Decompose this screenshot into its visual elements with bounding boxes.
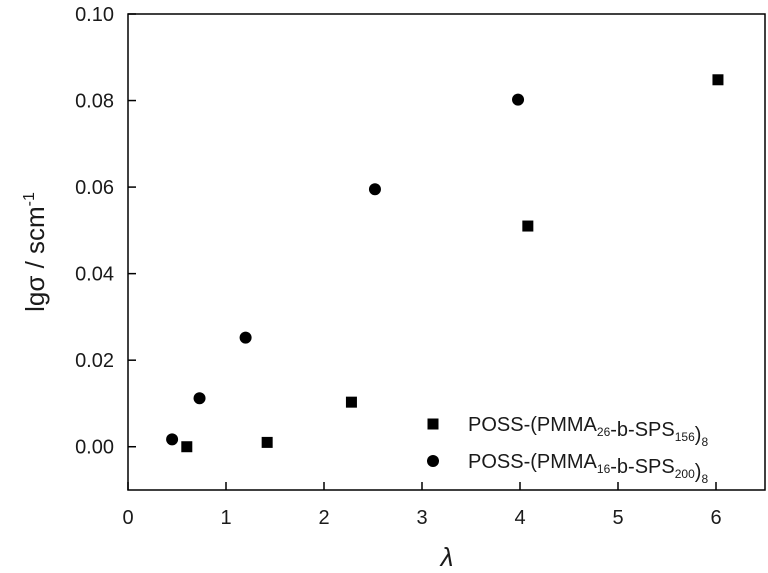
y-axis-title-text: lgσ / scm (20, 206, 50, 312)
y-tick-label: 0.10 (75, 4, 114, 26)
y-tick-label: 0.08 (75, 91, 114, 113)
square-data-point (181, 441, 193, 453)
square-data-point (345, 396, 357, 408)
square-data-point (261, 436, 273, 448)
y-tick-label: 0.00 (75, 437, 114, 459)
x-tick-label: 3 (416, 507, 427, 529)
x-tick-label: 1 (220, 507, 231, 529)
x-tick-label: 5 (612, 507, 623, 529)
circle-data-point (368, 183, 381, 196)
y-tick-label: 0.06 (75, 177, 114, 199)
x-tick-label: 2 (318, 507, 329, 529)
y-axis-title: lgσ / scm-1 (20, 192, 50, 312)
x-tick-label: 0 (122, 507, 133, 529)
data-points (166, 74, 724, 453)
legend-label: POSS-(PMMA26-b-SPS156)8 (468, 414, 708, 449)
plot-frame (127, 13, 766, 491)
circle-data-point (512, 93, 525, 106)
circle-data-point (239, 331, 252, 344)
legend: POSS-(PMMA26-b-SPS156)8POSS-(PMMA16-b-SP… (427, 414, 708, 486)
circle-data-point (166, 433, 179, 446)
x-axis-title: λ (439, 542, 454, 572)
circle-data-point (193, 392, 206, 405)
legend-label: POSS-(PMMA16-b-SPS200)8 (468, 451, 708, 486)
y-axis-title-superscript: -1 (21, 192, 38, 206)
x-tick-label: 6 (710, 507, 721, 529)
square-data-point (522, 220, 534, 232)
legend-square-marker (427, 418, 439, 430)
y-tick-label: 0.04 (75, 264, 114, 286)
square-data-point (712, 74, 724, 86)
y-axis-ticks: 0.00 0.02 0.04 0.06 0.08 0.10 (75, 4, 136, 459)
legend-circle-marker (427, 455, 439, 467)
x-axis-ticks: 0 1 2 3 4 5 6 (122, 482, 722, 529)
y-tick-label: 0.02 (75, 350, 114, 372)
x-tick-label: 4 (514, 507, 525, 529)
